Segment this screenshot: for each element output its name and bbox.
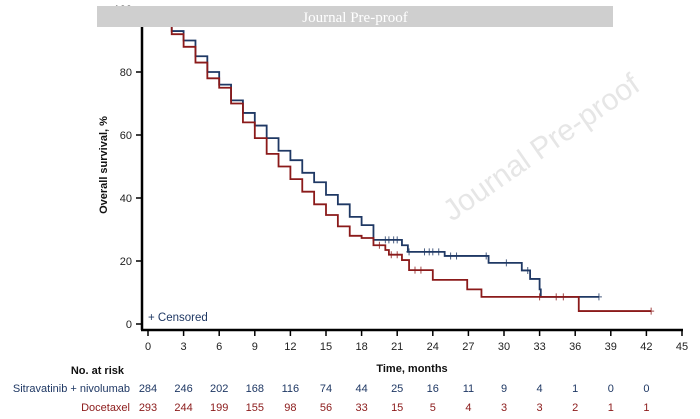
censor-mark — [483, 252, 490, 260]
y-tick-label: 40 — [120, 193, 132, 205]
risk-count: 9 — [501, 383, 507, 395]
censor-mark — [406, 248, 413, 256]
risk-count: 3 — [537, 402, 543, 414]
y-axis-label: Overall survival, % — [98, 116, 110, 214]
censor-mark — [595, 293, 602, 301]
x-tick-label: 3 — [181, 341, 187, 353]
x-tick-label: 36 — [569, 341, 581, 353]
censor-mark — [429, 248, 436, 256]
risk-count: 168 — [246, 383, 264, 395]
risk-count: 11 — [463, 383, 474, 395]
y-tick-label: 60 — [120, 130, 132, 142]
risk-count: 116 — [282, 383, 300, 395]
x-tick-label: 12 — [284, 341, 296, 353]
risk-count: 33 — [355, 402, 367, 414]
censor-mark — [553, 293, 560, 301]
censor-mark — [560, 293, 567, 301]
censor-mark — [394, 251, 401, 259]
x-tick-label: 24 — [427, 341, 439, 353]
censor-mark — [447, 252, 454, 260]
x-tick-label: 27 — [462, 341, 474, 353]
risk-count: 3 — [501, 402, 507, 414]
x-tick-label: 18 — [355, 341, 367, 353]
censor-mark — [417, 266, 424, 274]
survival-curve-docetaxel — [148, 8, 652, 312]
risk-count: 202 — [210, 383, 228, 395]
risk-count: 244 — [174, 402, 192, 414]
censor-mark — [388, 251, 395, 259]
risk-table-title: No. at risk — [71, 365, 125, 377]
risk-count: 1 — [608, 402, 614, 414]
censor-mark — [453, 252, 460, 260]
x-tick-label: 30 — [498, 341, 510, 353]
risk-count: 293 — [139, 402, 157, 414]
x-tick-label: 39 — [605, 341, 617, 353]
y-tick-label: 20 — [120, 256, 132, 268]
risk-row-label: Sitravatinib + nivolumab — [13, 383, 130, 395]
x-tick-label: 21 — [391, 341, 403, 353]
censored-legend: + Censored — [148, 312, 208, 324]
risk-count: 199 — [210, 402, 228, 414]
axes: 0204060801000369121518212427303336394245 — [114, 4, 688, 353]
risk-count: 4 — [465, 402, 471, 414]
x-tick-label: 15 — [320, 341, 332, 353]
risk-count: 15 — [391, 402, 403, 414]
banner-text: Journal Pre-proof — [302, 10, 407, 26]
risk-count: 284 — [139, 383, 157, 395]
censor-mark — [503, 259, 510, 267]
x-tick-label: 42 — [640, 341, 652, 353]
survival-curve-sitravatinib-nivolumab — [148, 8, 599, 298]
curves — [148, 8, 655, 315]
risk-count: 155 — [246, 402, 264, 414]
censor-mark — [435, 248, 442, 256]
risk-count: 74 — [320, 383, 332, 395]
risk-count: 1 — [572, 383, 578, 395]
risk-count: 5 — [430, 402, 436, 414]
risk-count: 2 — [572, 402, 578, 414]
risk-row-label: Docetaxel — [81, 402, 130, 414]
y-tick-label: 80 — [120, 67, 132, 79]
censor-mark — [412, 266, 418, 274]
x-tick-label: 33 — [533, 341, 545, 353]
censor-mark — [648, 307, 655, 315]
x-tick-label: 6 — [216, 341, 222, 353]
risk-count: 4 — [537, 383, 543, 395]
risk-count: 56 — [320, 402, 332, 414]
risk-count: 44 — [355, 383, 367, 395]
risk-table: Sitravatinib + nivolumab 284 246 202 168 116 7… — [13, 383, 650, 414]
banner-bar — [97, 6, 613, 27]
watermark-diagonal: Journal Pre-proof — [437, 67, 646, 227]
censor-mark — [394, 236, 401, 244]
x-tick-label: 9 — [252, 341, 258, 353]
risk-count: 1 — [643, 402, 649, 414]
censor-mark — [524, 266, 531, 274]
x-axis-label: Time, months — [376, 363, 447, 375]
risk-count: 16 — [427, 383, 439, 395]
risk-count: 98 — [284, 402, 296, 414]
censor-mark — [536, 293, 543, 301]
x-tick-label: 45 — [676, 341, 688, 353]
risk-count: 246 — [174, 383, 192, 395]
x-tick-label: 0 — [145, 341, 151, 353]
risk-count: 0 — [608, 383, 614, 395]
risk-count: 0 — [643, 383, 649, 395]
censor-mark — [376, 241, 383, 249]
risk-count: 25 — [391, 383, 403, 395]
y-tick-label: 0 — [126, 319, 132, 331]
